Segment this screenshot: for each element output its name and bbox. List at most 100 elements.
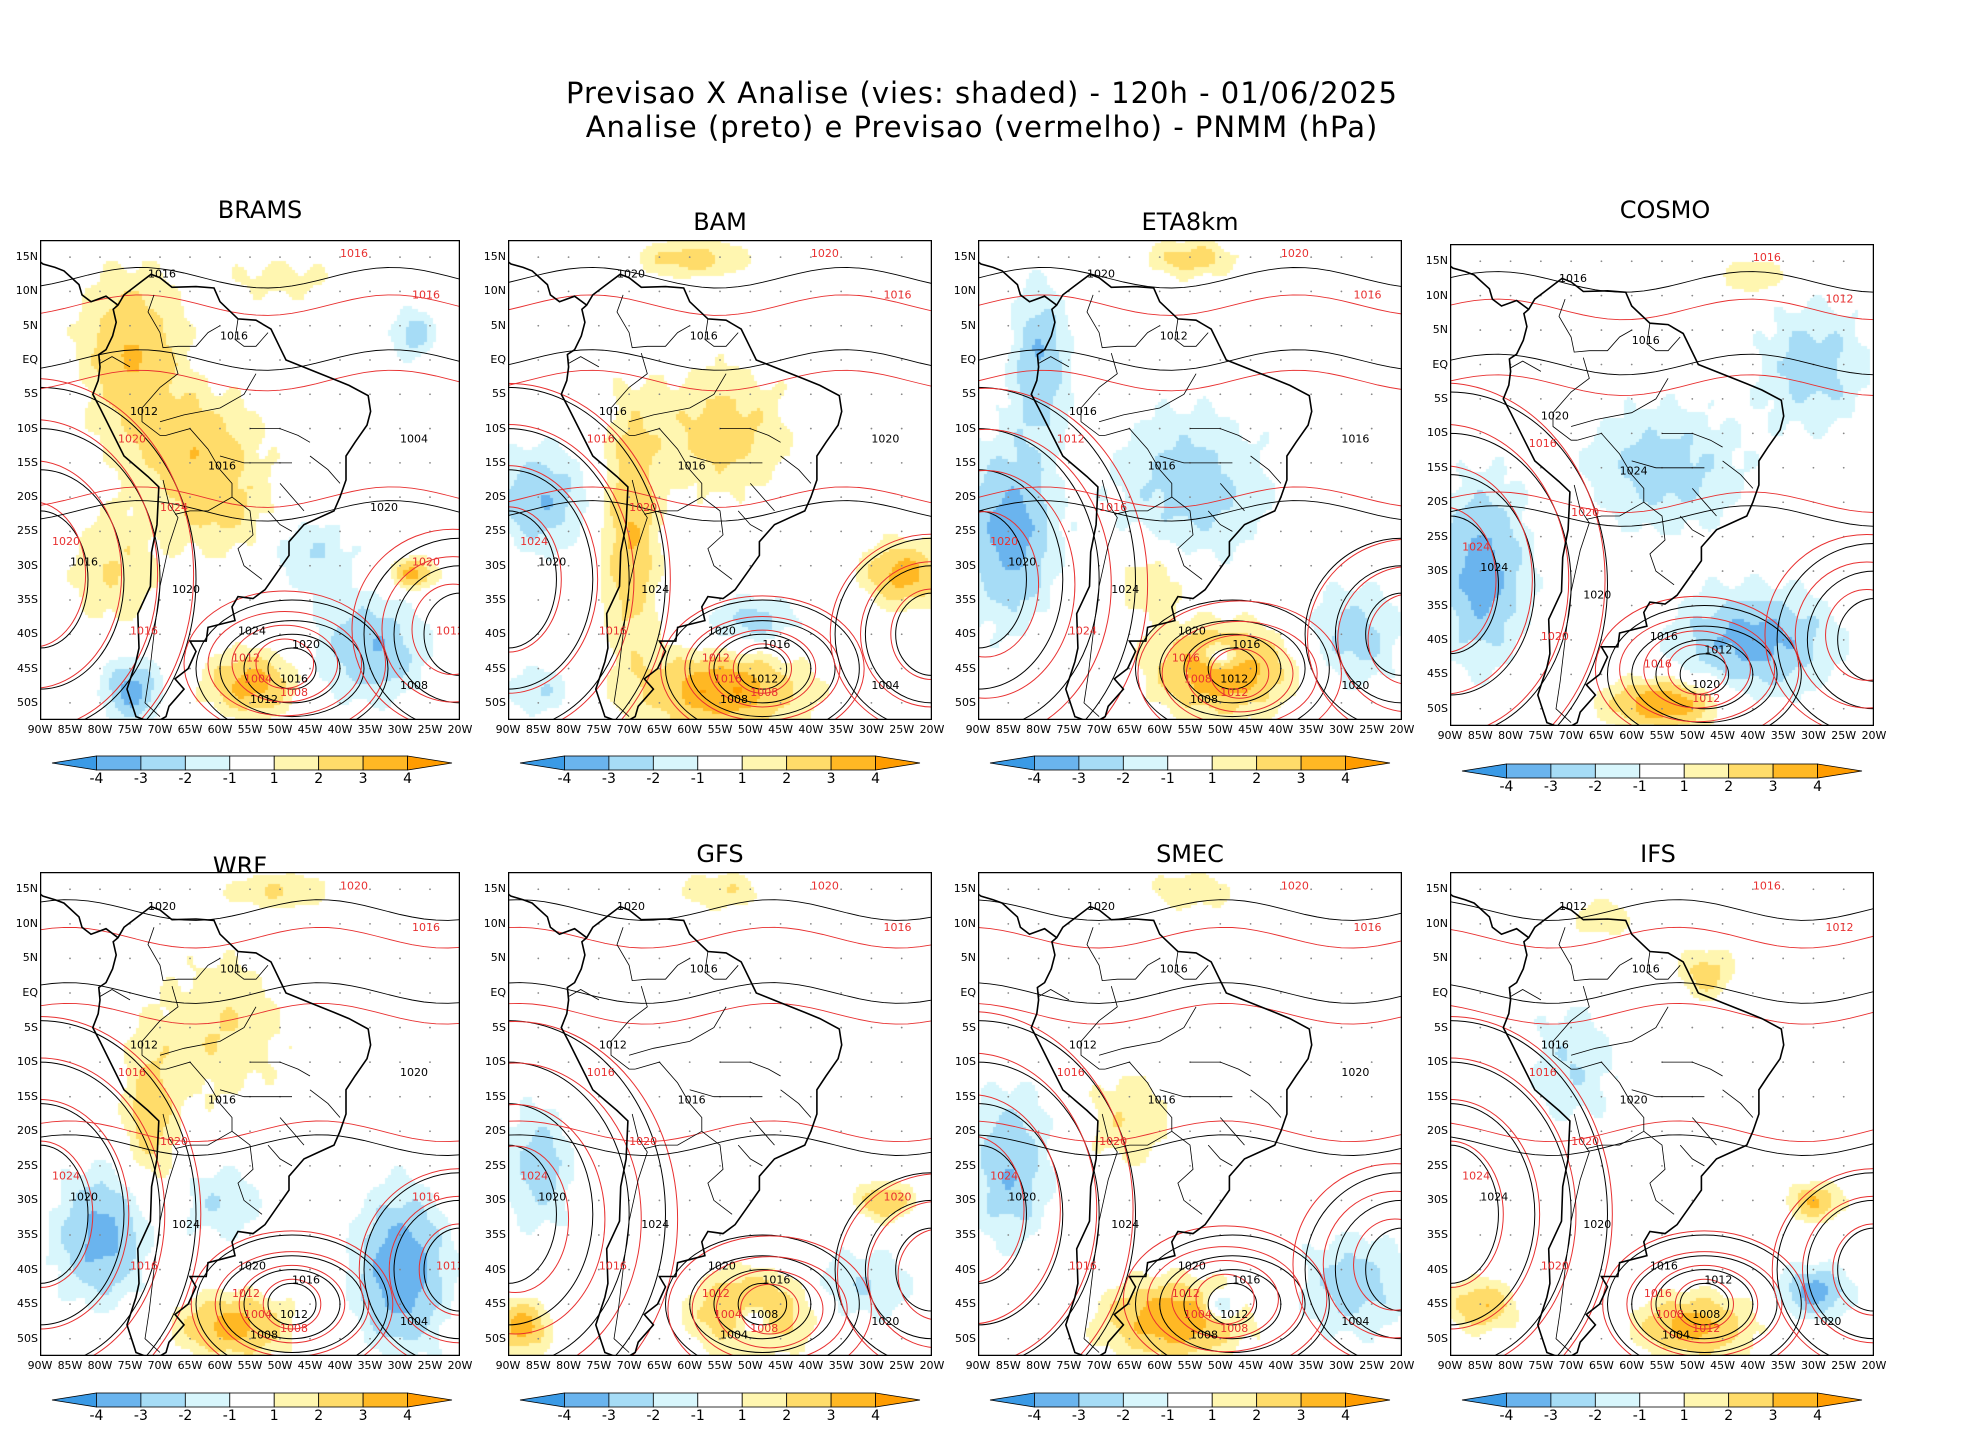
grid-point xyxy=(1370,256,1373,259)
grid-point xyxy=(567,290,570,293)
grid-point xyxy=(279,1303,281,1306)
country-border xyxy=(1570,1006,1669,1056)
coastline-central-america xyxy=(508,260,588,306)
grid-point xyxy=(1279,633,1282,636)
country-border xyxy=(1220,483,1245,512)
grid-point xyxy=(369,922,371,925)
grid-point xyxy=(249,1026,251,1029)
grid-point xyxy=(249,393,251,396)
grid-point xyxy=(1249,427,1252,430)
grid-point xyxy=(219,1268,221,1271)
grid-point xyxy=(1370,1303,1373,1306)
grid-point xyxy=(1479,1095,1482,1098)
grid-point xyxy=(688,888,691,891)
grid-point xyxy=(537,888,540,891)
analysis-contour-label: 1020 xyxy=(1087,268,1115,281)
country-border xyxy=(1080,985,1118,1070)
grid-point xyxy=(870,1026,873,1029)
forecast-isobar xyxy=(508,465,599,694)
grid-point xyxy=(1751,1268,1754,1271)
grid-point xyxy=(249,957,251,960)
grid-point xyxy=(779,633,782,636)
grid-point xyxy=(189,1130,191,1133)
grid-point xyxy=(1128,701,1131,704)
grid-point xyxy=(870,427,873,430)
grid-point xyxy=(1509,570,1512,572)
grid-point xyxy=(1007,256,1010,259)
grid-point xyxy=(719,633,721,636)
grid-point xyxy=(688,1164,691,1167)
grid-point xyxy=(1370,957,1373,960)
grid-point xyxy=(1067,1026,1070,1029)
country-border xyxy=(628,1006,727,1056)
grid-point xyxy=(1067,496,1070,499)
grid-point xyxy=(1037,1337,1040,1340)
grid-point xyxy=(1370,496,1373,499)
analysis-isobar xyxy=(508,1061,630,1356)
colorbar-label: -3 xyxy=(601,1408,616,1424)
grid-point xyxy=(1842,1095,1845,1098)
grid-point xyxy=(189,324,191,327)
country-border xyxy=(610,985,648,1070)
grid-point xyxy=(339,701,341,704)
grid-point xyxy=(1812,1199,1815,1202)
grid-point xyxy=(1158,530,1161,533)
forecast-contour-label: 1020 xyxy=(118,432,146,445)
grid-point xyxy=(1479,1337,1482,1340)
grid-point xyxy=(219,1026,221,1029)
coastline-south-america xyxy=(91,905,372,1356)
grid-point xyxy=(399,461,401,464)
grid-point xyxy=(249,888,251,891)
grid-point xyxy=(749,324,752,327)
coastline-south-america xyxy=(1502,277,1785,726)
lat-tick-label: 30S xyxy=(485,558,506,572)
forecast-isobar xyxy=(1450,1099,1541,1330)
map-frame xyxy=(40,240,460,720)
forecast-contour-label: 1008 xyxy=(750,686,778,699)
country-border xyxy=(780,1089,812,1118)
grid-point xyxy=(309,1234,311,1236)
grid-point xyxy=(339,530,341,533)
grid-point xyxy=(1721,673,1724,676)
grid-point xyxy=(1721,707,1724,710)
grid-point xyxy=(1751,922,1754,925)
grid-point xyxy=(1479,1026,1482,1029)
country-border xyxy=(250,1061,311,1077)
grid-point xyxy=(429,1130,431,1133)
grid-point xyxy=(1509,707,1512,710)
colorbar xyxy=(519,755,921,771)
grid-point xyxy=(279,324,281,327)
grid-point xyxy=(537,992,540,994)
grid-point xyxy=(1570,1303,1573,1306)
lat-tick-label: 50S xyxy=(485,1331,506,1345)
forecast-isobar xyxy=(508,294,932,316)
lon-tick-label: 65W xyxy=(646,1359,672,1372)
grid-point xyxy=(1370,1234,1373,1236)
grid-point xyxy=(900,290,903,293)
grid-point xyxy=(900,888,903,891)
grid-point xyxy=(279,256,281,259)
analysis-contour-label: 1016 xyxy=(1632,334,1660,347)
grid-point xyxy=(870,667,873,670)
grid-point xyxy=(1812,957,1815,960)
grid-point xyxy=(1370,1095,1373,1098)
grid-point xyxy=(749,256,752,259)
colorbar-segment xyxy=(1639,1392,1685,1408)
grid-point xyxy=(69,461,71,464)
grid-point xyxy=(1340,290,1343,293)
grid-point xyxy=(1007,1026,1010,1029)
grid-point xyxy=(870,888,873,891)
grid-point xyxy=(1249,393,1252,396)
grid-point xyxy=(1721,501,1724,504)
lon-tick-label: 85W xyxy=(525,1359,551,1372)
grid-point xyxy=(628,530,631,533)
grid-point xyxy=(1310,888,1313,891)
grid-point xyxy=(1098,633,1101,636)
country-border xyxy=(635,428,703,498)
grid-point xyxy=(1340,1026,1343,1029)
grid-point xyxy=(1249,359,1252,361)
grid-point xyxy=(1007,888,1010,891)
grid-point xyxy=(1661,294,1663,297)
grid-point xyxy=(1539,604,1542,607)
grid-point xyxy=(1037,1234,1040,1236)
